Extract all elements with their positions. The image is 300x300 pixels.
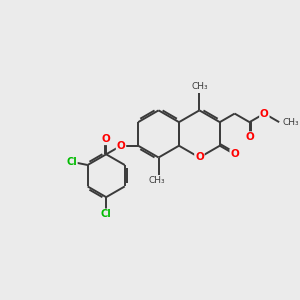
Text: O: O xyxy=(117,141,125,151)
Text: Cl: Cl xyxy=(66,157,77,167)
Text: CH₃: CH₃ xyxy=(191,82,208,91)
Text: CH₃: CH₃ xyxy=(148,176,165,185)
Text: Cl: Cl xyxy=(101,209,112,219)
Text: CH₃: CH₃ xyxy=(282,118,299,127)
Text: O: O xyxy=(102,134,110,144)
Text: O: O xyxy=(245,132,254,142)
Text: O: O xyxy=(230,149,239,159)
Text: O: O xyxy=(195,152,204,163)
Text: O: O xyxy=(260,109,269,118)
